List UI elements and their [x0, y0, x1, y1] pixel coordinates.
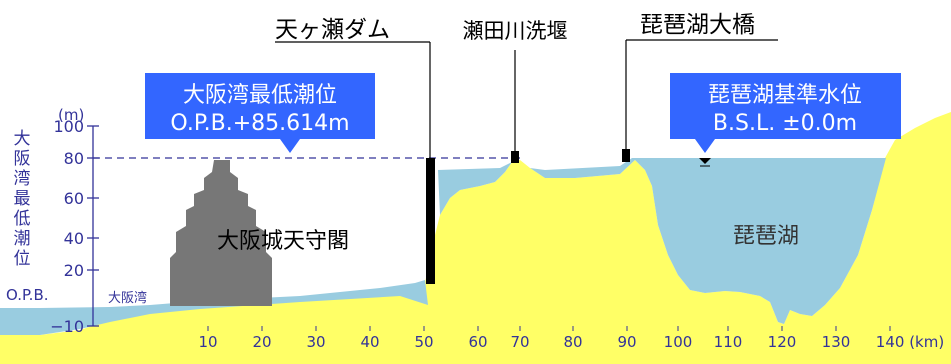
biwako-standard-callout: 琵琶湖基準水位 B.S.L. ±0.0m — [670, 73, 901, 153]
y-tick-60: 60 — [64, 189, 84, 208]
land-profile — [0, 112, 951, 364]
osaka-low-tide-line2: O.P.B.+85.614m — [170, 111, 349, 136]
seta-weir-label: 瀬田川洗堰 — [463, 19, 568, 43]
x-tick: 50 — [414, 333, 433, 351]
y-axis-unit: (m) — [58, 106, 84, 124]
y-title-char: 最 — [14, 189, 31, 209]
y-tick-100: 100 — [53, 117, 84, 136]
x-tick: 100 — [664, 333, 693, 351]
x-tick: 110 — [714, 333, 743, 351]
x-tick: 60 — [468, 333, 487, 351]
x-tick-marks — [207, 326, 891, 331]
y-title-char: 大 — [14, 129, 31, 149]
y-tick-20: 20 — [64, 261, 84, 280]
biwako-bridge-label: 琵琶湖大橋 — [640, 12, 755, 38]
osaka-bay-water — [0, 280, 428, 335]
y-title-char: 阪 — [14, 149, 31, 169]
osaka-castle-label: 大阪城天守閣 — [217, 229, 349, 254]
osaka-castle-silhouette — [170, 160, 272, 306]
x-tick: 90 — [617, 333, 636, 351]
y-title-char: 湾 — [14, 169, 31, 189]
x-tick: 80 — [563, 333, 582, 351]
biwako-label: 琵琶湖 — [733, 224, 799, 249]
x-tick: 20 — [252, 333, 271, 351]
y-tick-40: 40 — [64, 229, 84, 248]
y-zero-label: O.P.B. — [6, 286, 49, 304]
biwako-bridge-marker — [622, 149, 630, 162]
y-title-char: 低 — [14, 209, 31, 229]
amagase-dam-label: 天ヶ瀬ダム — [275, 17, 390, 43]
x-tick: 120 — [768, 333, 797, 351]
osaka-low-tide-callout: 大阪湾最低潮位 O.P.B.+85.614m — [145, 73, 375, 153]
x-tick: 70 — [510, 333, 529, 351]
x-tick: 10 — [198, 333, 217, 351]
seta-weir-marker — [511, 151, 519, 163]
amagase-dam-marker — [426, 158, 435, 284]
y-title-char: 位 — [14, 249, 31, 269]
x-tick: 30 — [306, 333, 325, 351]
water-level-symbol — [699, 158, 711, 167]
x-tick: 140 (km) — [876, 333, 944, 351]
y-title-char: 潮 — [14, 229, 31, 249]
biwako-standard-line1: 琵琶湖基準水位 — [708, 83, 862, 108]
x-axis: 10 20 30 40 50 60 70 80 90 100 110 120 1… — [198, 333, 944, 351]
y-tick-80: 80 — [64, 149, 84, 168]
x-tick: 40 — [360, 333, 379, 351]
y-axis-title: 大 阪 湾 最 低 潮 位 — [14, 129, 31, 269]
y-axis — [87, 125, 99, 327]
osaka-low-tide-line1: 大阪湾最低潮位 — [183, 83, 337, 108]
biwako-water — [438, 158, 886, 324]
osaka-bay-label: 大阪湾 — [108, 290, 147, 306]
x-tick: 130 — [822, 333, 851, 351]
biwako-standard-line2: B.S.L. ±0.0m — [713, 111, 857, 136]
y-tick-minus10: −10 — [50, 317, 84, 336]
